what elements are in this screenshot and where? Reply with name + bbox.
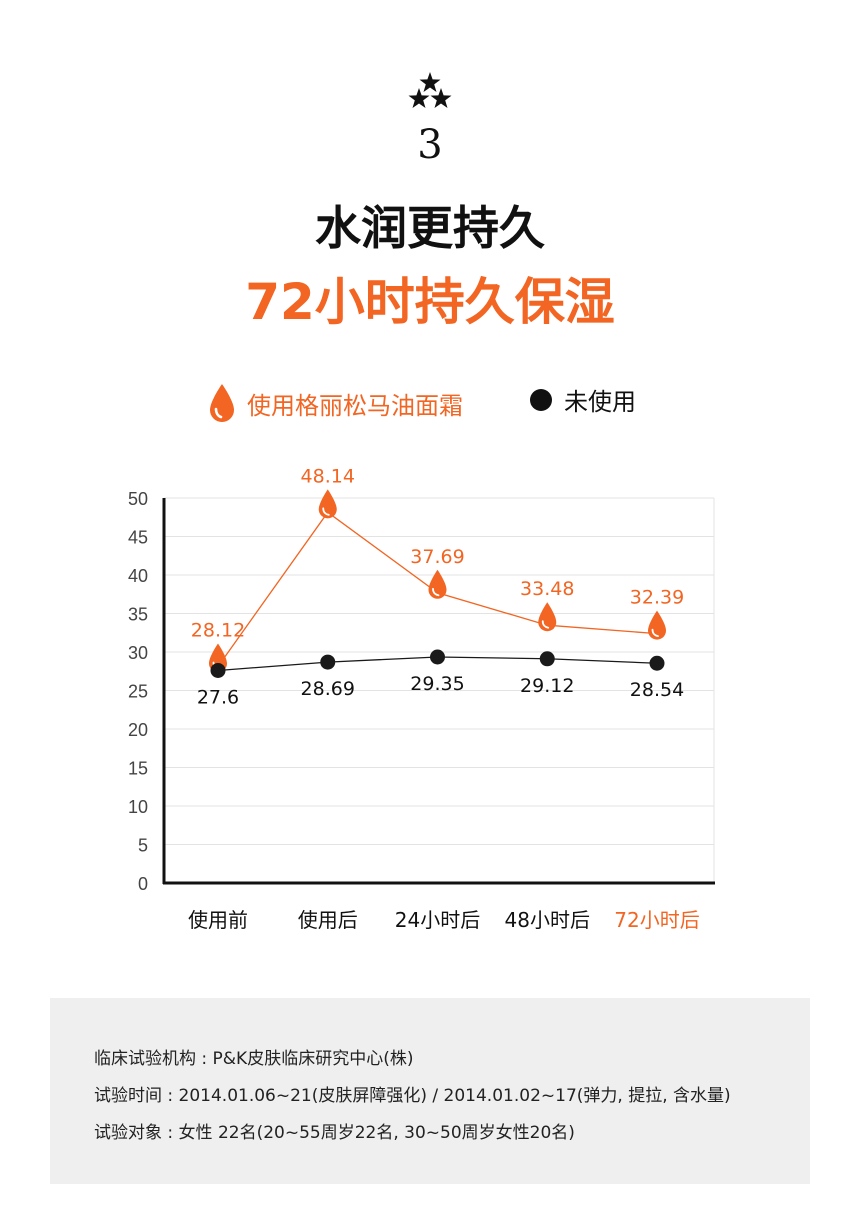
used-data-label: 33.48: [520, 578, 574, 600]
used-data-label: 32.39: [630, 587, 684, 609]
y-tick-label: 15: [128, 759, 148, 779]
unused-data-label: 28.69: [301, 678, 355, 700]
title-line-1: 水润更持久: [315, 201, 545, 255]
y-tick-label: 0: [138, 874, 148, 894]
title-line-2: 72小时持久保湿: [245, 273, 615, 331]
unused-data-label: 29.12: [520, 675, 574, 697]
used-point-marker-highlight: [432, 587, 440, 597]
unused-point-marker: [320, 654, 336, 670]
y-tick-label: 30: [128, 643, 148, 663]
unused-data-label: 27.6: [197, 686, 239, 708]
x-tick-label: 72小时后: [614, 908, 699, 932]
drop-icon: [210, 384, 234, 422]
stars-icon: [408, 72, 452, 108]
unused-data-label: 28.54: [630, 679, 684, 701]
used-point-marker-highlight: [322, 507, 330, 516]
used-point-marker-highlight: [651, 628, 659, 637]
used-data-label: 28.12: [191, 619, 245, 641]
unused-point-marker: [539, 651, 555, 667]
y-tick-label: 50: [128, 489, 148, 509]
legend-item-unused: 未使用: [530, 382, 636, 417]
unused-point-marker: [430, 649, 445, 665]
info-institution: 临床试验机构 : P&K皮肤临床研究中心(株): [94, 1049, 414, 1069]
unused-point-marker: [210, 662, 226, 678]
used-point-marker-highlight: [541, 620, 550, 629]
unused-data-label: 29.35: [410, 673, 464, 695]
step-number: 3: [417, 122, 443, 168]
info-test-period: 试验时间 : 2014.01.06~21(皮肤屏障强化) / 2014.01.0…: [94, 1086, 731, 1106]
used-data-label: 48.14: [301, 465, 355, 487]
y-tick-label: 40: [128, 566, 148, 586]
x-tick-label: 24小时后: [395, 908, 480, 932]
info-box: 临床试验机构 : P&K皮肤临床研究中心(株) 试验时间 : 2014.01.0…: [50, 998, 810, 1184]
y-tick-label: 20: [128, 720, 148, 740]
y-tick-label: 45: [128, 528, 148, 548]
y-tick-label: 25: [128, 682, 148, 702]
x-tick-label: 使用前: [188, 908, 248, 932]
x-tick-label: 使用后: [298, 908, 358, 932]
used-data-label: 37.69: [410, 546, 464, 568]
legend-label-used: 使用格丽松马油面霜: [247, 391, 463, 420]
legend-label-unused: 未使用: [564, 388, 636, 416]
info-test-subjects: 试验对象 : 女性 22名(20~55周岁22名, 30~50周岁女性20名): [94, 1123, 575, 1143]
dot-icon: [530, 388, 552, 411]
y-tick-label: 35: [128, 605, 148, 625]
legend-item-used: 使用格丽松马油面霜: [207, 382, 463, 424]
y-tick-label: 10: [128, 797, 148, 817]
chart-legend: 使用格丽松马油面霜 未使用: [0, 382, 860, 424]
y-tick-label: 5: [138, 836, 148, 856]
line-chart: 0 5 10 15 20 25 30 35 40 45 50 使用前 使用后 24小时后 48小时后 72小时…: [128, 465, 715, 932]
x-tick-label: 48小时后: [505, 908, 590, 932]
unused-point-marker: [649, 655, 665, 671]
